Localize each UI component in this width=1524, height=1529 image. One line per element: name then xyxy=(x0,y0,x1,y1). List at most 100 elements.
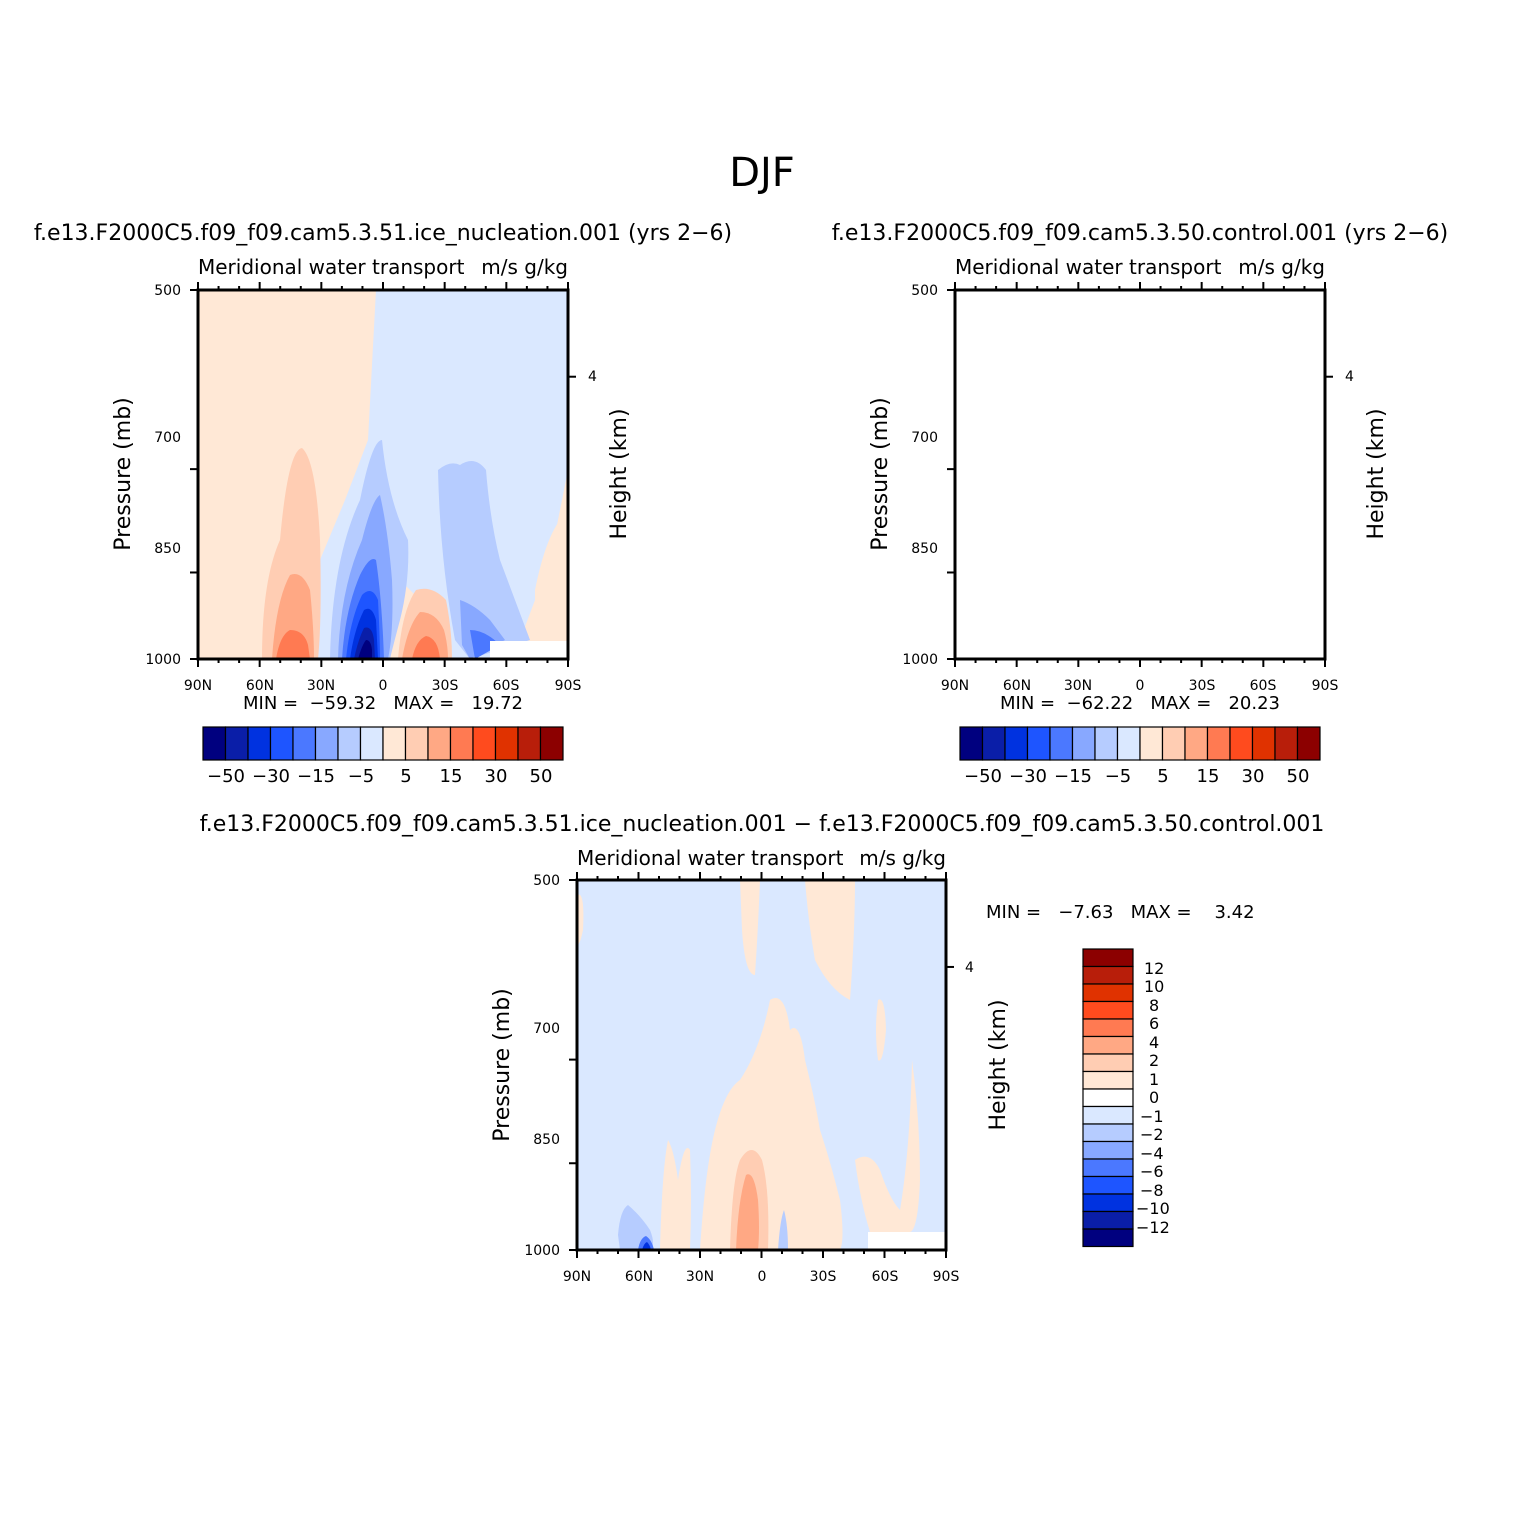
y-tick-label: 850 xyxy=(533,1132,560,1148)
region-neg-4b xyxy=(470,630,500,659)
colorbar-box xyxy=(1206,726,1231,761)
region-neg-2 xyxy=(1087,440,1165,659)
colorbar-box xyxy=(1082,1175,1134,1195)
axis-ticks xyxy=(190,282,576,667)
region-neg-5 xyxy=(642,1242,651,1250)
y-axis-label: Pressure (mb) xyxy=(868,397,893,551)
y-tick-label: 1000 xyxy=(524,1243,560,1259)
y-tick-label: 700 xyxy=(154,430,181,446)
page-title: DJF xyxy=(729,150,795,196)
axis-labels: 90N 60N 30N 0 30S 60S 90S 500 700 850 10… xyxy=(111,283,632,714)
panel-difference: f.e13.F2000C5.f09_f09.cam5.3.51.ice_nucl… xyxy=(200,812,1325,1285)
x-tick-label: 90S xyxy=(1312,678,1339,694)
region-pos-a xyxy=(740,880,760,975)
panel-control: f.e13.F2000C5.f09_f09.cam5.3.50.control.… xyxy=(832,221,1448,787)
colorbar xyxy=(1082,948,1134,1248)
colorbar-box xyxy=(314,726,339,761)
colorbar-box xyxy=(1082,1123,1134,1143)
colorbar-label: 10 xyxy=(1144,977,1164,996)
colorbar-label: 12 xyxy=(1144,959,1164,978)
colorbar-box xyxy=(1082,1088,1134,1108)
min-max-stats: MIN = −59.32 MAX = 19.72 xyxy=(243,693,523,714)
colorbar-box xyxy=(1082,983,1134,1003)
colorbar-label: 0 xyxy=(1149,1088,1159,1107)
y2-axis-label: Height (km) xyxy=(1364,408,1389,539)
region-pos-d xyxy=(855,1060,920,1232)
colorbar-box xyxy=(1082,1035,1134,1055)
colorbar-label: 50 xyxy=(1287,766,1310,787)
region-pos-4 xyxy=(1033,630,1067,659)
right-string: m/s g/kg xyxy=(859,846,946,870)
x-tick-label: 90N xyxy=(563,1269,591,1285)
x-tick-label: 60N xyxy=(1003,678,1031,694)
region-pos-2 xyxy=(1019,438,1078,659)
missing-below-ground xyxy=(490,641,568,659)
region-pos-e xyxy=(577,894,584,945)
region-neg-4 xyxy=(1099,559,1141,659)
region-neg-1b xyxy=(778,1210,788,1250)
region-pos-low-lat xyxy=(535,520,560,640)
region-pos-g xyxy=(876,999,886,1061)
y-tick-label: 850 xyxy=(154,541,181,557)
colorbar-box xyxy=(449,726,474,761)
colorbar-box xyxy=(981,726,1006,761)
colorbar-box xyxy=(269,726,294,761)
region-pos-3 xyxy=(736,1174,759,1250)
region-neg-3 xyxy=(1095,495,1150,659)
x-tick-label: 30N xyxy=(686,1269,714,1285)
colorbar-label: −50 xyxy=(207,766,245,787)
colorbar-label: −15 xyxy=(1054,766,1092,787)
colorbar-label: −8 xyxy=(1140,1181,1164,1200)
colorbar-box xyxy=(224,726,249,761)
y2-axis-label: Height (km) xyxy=(986,999,1011,1130)
colorbar-box xyxy=(1082,1053,1134,1073)
y-tick-label: 500 xyxy=(154,283,181,299)
x-tick-label: 60S xyxy=(1250,678,1277,694)
colorbar-label: 2 xyxy=(1149,1051,1159,1070)
x-tick-label: 0 xyxy=(379,678,388,694)
height-tick-label: 4 xyxy=(588,369,597,385)
colorbar-box xyxy=(1094,726,1119,761)
left-string: Meridional water transport xyxy=(955,255,1222,279)
x-tick-label: 30N xyxy=(307,678,335,694)
colorbar-box xyxy=(382,726,407,761)
colorbar-box xyxy=(1229,726,1254,761)
colorbar-label: 30 xyxy=(485,766,508,787)
colorbar-label: −5 xyxy=(1105,766,1132,787)
y-tick-label: 500 xyxy=(911,283,938,299)
contour-field xyxy=(198,290,568,659)
colorbar-box xyxy=(1139,726,1164,761)
y-tick-label: 1000 xyxy=(902,652,938,668)
colorbar-label: 15 xyxy=(440,766,463,787)
colorbar-label: 15 xyxy=(1197,766,1220,787)
panel-ice-nucleation: f.e13.F2000C5.f09_f09.cam5.3.51.ice_nucl… xyxy=(34,221,732,787)
colorbar-labels: −50 −30 −15 −5 5 15 30 50 xyxy=(207,766,552,787)
colorbar-label: −10 xyxy=(1136,1199,1170,1218)
x-tick-label: 30N xyxy=(1064,678,1092,694)
colorbar-box xyxy=(404,726,429,761)
x-tick-label: 30S xyxy=(1189,678,1216,694)
colorbar-box xyxy=(1071,726,1096,761)
case-title: f.e13.F2000C5.f09_f09.cam5.3.51.ice_nucl… xyxy=(34,221,732,246)
x-tick-label: 60S xyxy=(493,678,520,694)
region-neg-4b xyxy=(1227,630,1257,659)
missing-below-ground xyxy=(868,1232,946,1250)
axis-ticks xyxy=(569,872,954,1258)
colorbar-labels: 12 10 8 6 4 2 1 0 −1 −2 −4 −6 −8 −10 −12 xyxy=(1136,959,1170,1237)
colorbar-label: 50 xyxy=(530,766,553,787)
x-tick-label: 90S xyxy=(555,678,582,694)
y-axis-label: Pressure (mb) xyxy=(490,988,515,1142)
case-title: f.e13.F2000C5.f09_f09.cam5.3.51.ice_nucl… xyxy=(200,812,1325,837)
colorbar-label: 5 xyxy=(400,766,411,787)
y-tick-label: 850 xyxy=(911,541,938,557)
region-neg-7 xyxy=(1111,628,1132,660)
y-tick-label: 500 xyxy=(533,873,560,889)
colorbar-label: 5 xyxy=(1157,766,1168,787)
colorbar-labels: −50 −30 −15 −5 5 15 30 50 xyxy=(964,766,1309,787)
region-pos-4b xyxy=(412,636,440,659)
colorbar-box xyxy=(1296,726,1321,761)
region-neg-5 xyxy=(1103,591,1137,659)
colorbar-box xyxy=(1274,726,1299,761)
left-string: Meridional water transport xyxy=(198,255,465,279)
